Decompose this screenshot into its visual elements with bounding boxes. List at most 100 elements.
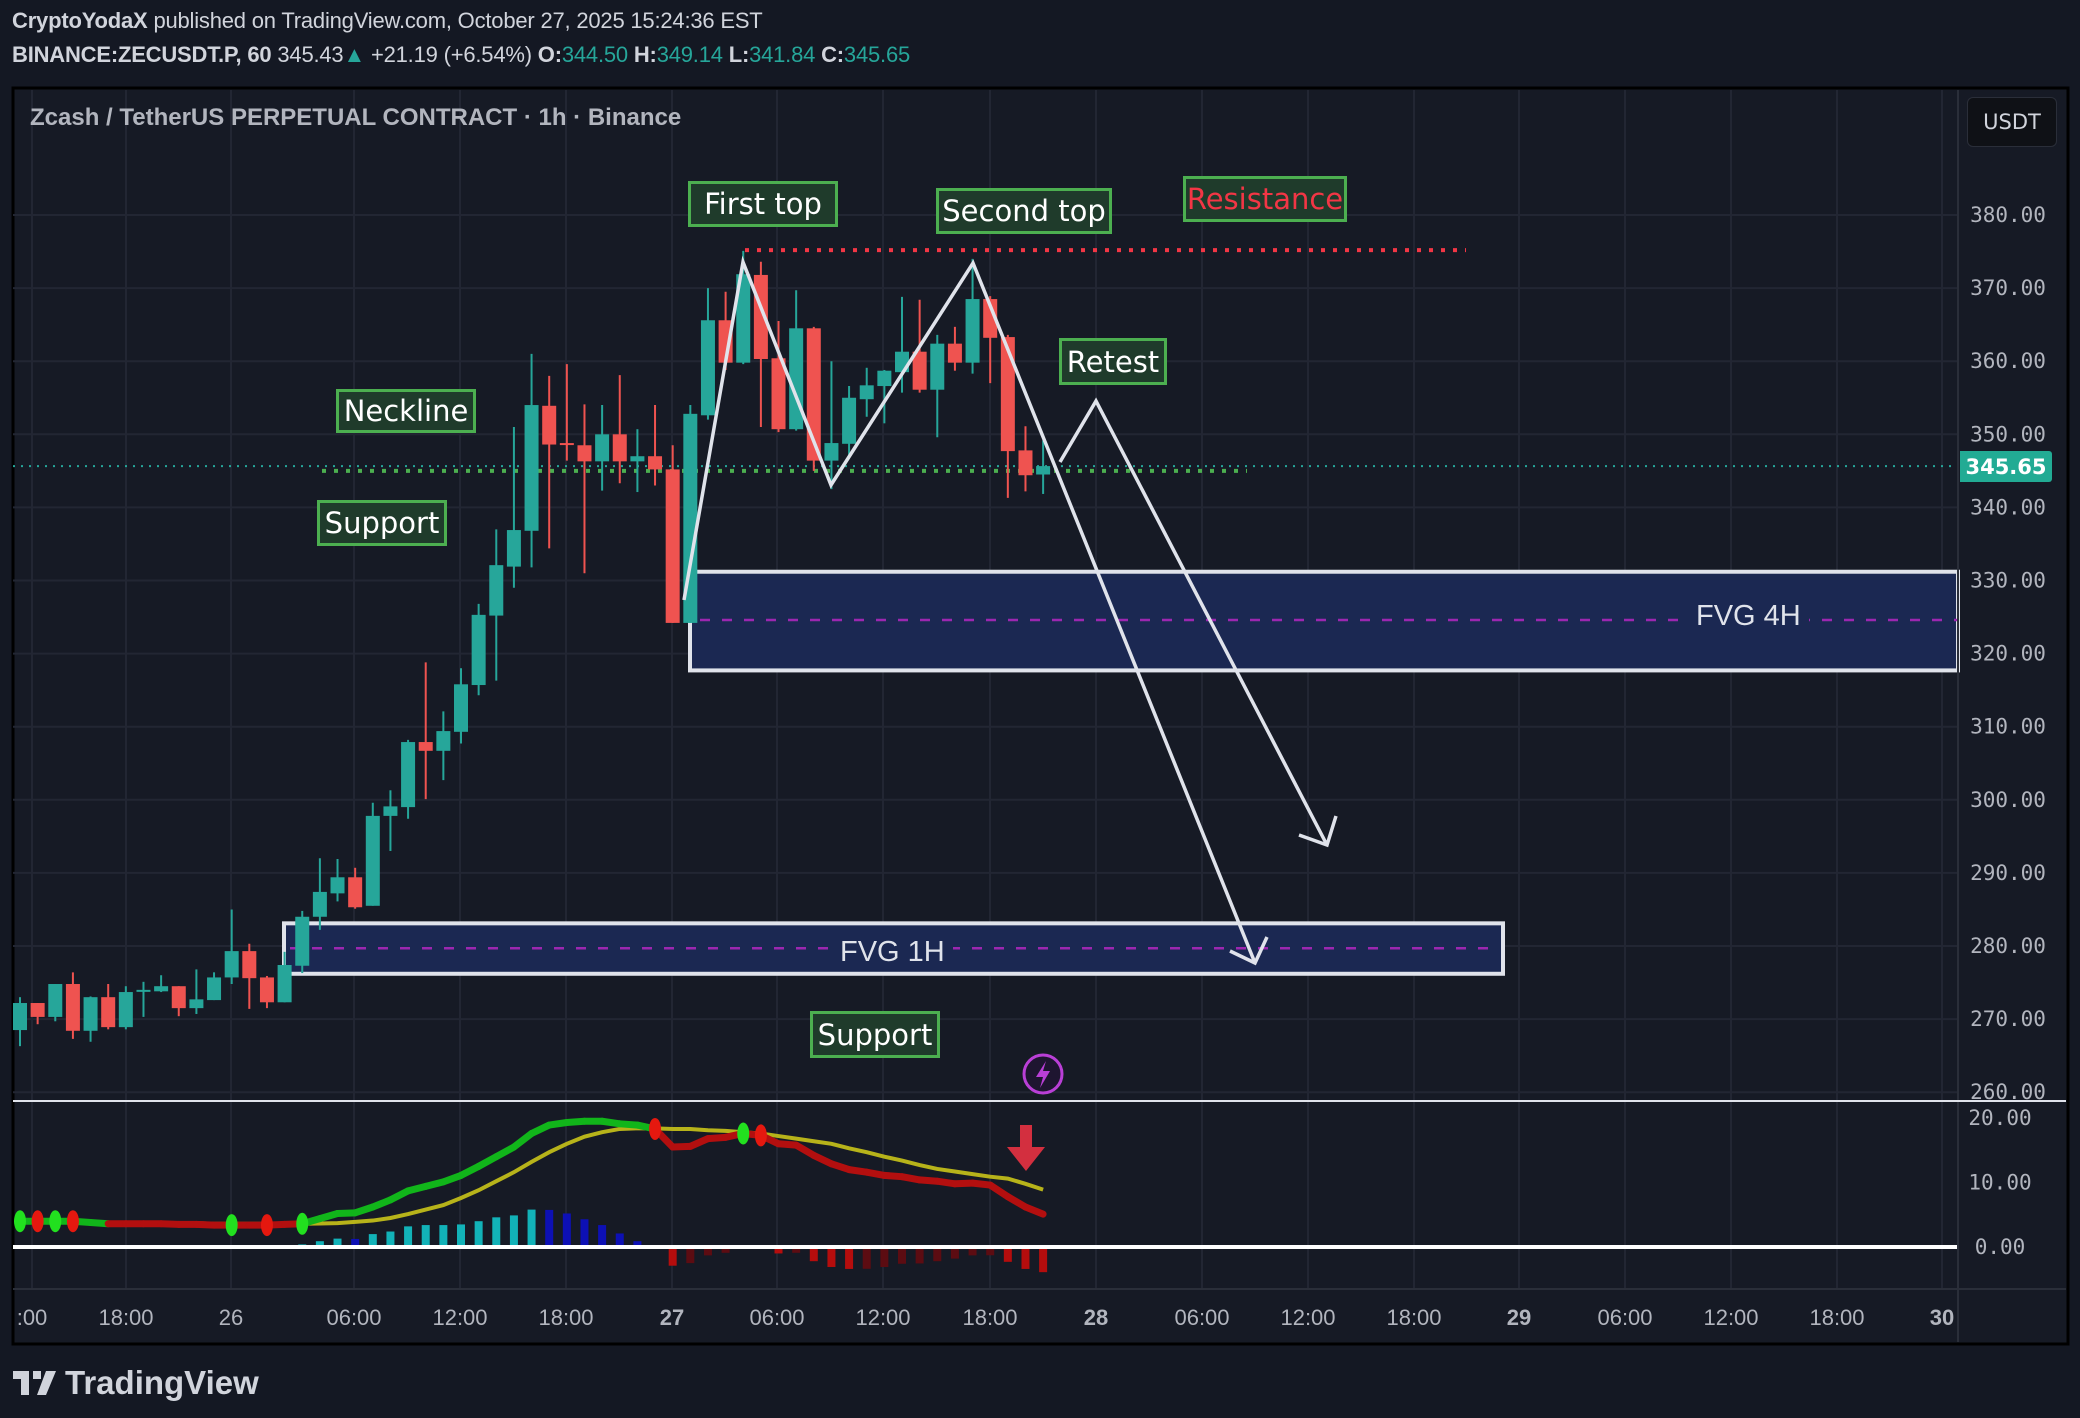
candle-body (489, 565, 504, 616)
time-tick-label: 30 (1930, 1305, 1954, 1330)
indicator-pane (13, 1117, 1958, 1273)
candle (806, 326, 821, 471)
candle-body (648, 456, 663, 470)
histogram-bar (721, 1247, 730, 1253)
candle (242, 943, 257, 1009)
tradingview-logo-icon (13, 1371, 56, 1395)
price-tick-label: 300.00 (1970, 788, 2046, 812)
currency-button[interactable]: USDT (1967, 97, 2057, 147)
author-name[interactable]: CryptoYodaX (12, 8, 148, 33)
time-tick-label: 06:00 (1597, 1305, 1652, 1330)
histogram-bar (615, 1233, 624, 1247)
high-value: 349.14 (656, 42, 723, 67)
label-support-upper[interactable]: Support (317, 500, 447, 546)
histogram-bar (845, 1247, 854, 1269)
label-neckline[interactable]: Neckline (336, 389, 476, 433)
time-tick-label: 18:00 (538, 1305, 593, 1330)
candle (365, 802, 380, 906)
lightning-icon[interactable] (1022, 1053, 1064, 1095)
candle-body (365, 815, 380, 906)
candle-body (224, 951, 239, 978)
sell-arrow-shaft (1020, 1125, 1032, 1147)
candle (295, 910, 310, 974)
label-support-lower[interactable]: Support (810, 1011, 940, 1058)
candle-body (242, 951, 257, 979)
histogram-bar (827, 1247, 836, 1267)
arrow-head-icon (1229, 936, 1269, 966)
label-fvg-1h[interactable]: FVG 1H (832, 936, 953, 969)
low-value: 341.84 (749, 42, 816, 67)
histogram-bar (774, 1247, 783, 1254)
price-tick-label: 310.00 (1970, 715, 2046, 739)
candle (630, 429, 645, 493)
close-value: 345.65 (843, 42, 911, 67)
candle-body (912, 351, 927, 390)
label-retest[interactable]: Retest (1059, 338, 1167, 385)
candle (259, 975, 274, 1009)
price-tick-label: 360.00 (1970, 349, 2046, 373)
candle-body (259, 977, 274, 1003)
candle (330, 859, 345, 902)
tradingview-logo[interactable]: TradingView (13, 1364, 259, 1402)
histogram-bar (633, 1241, 642, 1247)
histogram-bar (862, 1247, 871, 1269)
histogram-bar (527, 1209, 536, 1247)
candle (471, 603, 486, 696)
candle (30, 1003, 45, 1025)
candle (542, 375, 557, 549)
histogram-bar (492, 1217, 501, 1247)
candle-body (401, 742, 416, 808)
candle-body (83, 997, 98, 1031)
histogram-bar (474, 1221, 483, 1247)
candle-body (277, 965, 292, 1003)
price-tick-label: 320.00 (1970, 642, 2046, 666)
open-value: 344.50 (561, 42, 628, 67)
retest-path (1058, 397, 1329, 846)
publish-text: published on TradingView.com, October 27… (153, 8, 763, 33)
candles (13, 250, 1051, 1047)
price-tick-label: 380.00 (1970, 203, 2046, 227)
histogram-bar (580, 1219, 589, 1247)
candle-body (524, 405, 539, 531)
chart-title: Zcash / TetherUS PERPETUAL CONTRACT · 1h… (30, 104, 682, 131)
histogram-bar (792, 1247, 801, 1253)
candle-body (947, 343, 962, 363)
candle (118, 986, 133, 1030)
close-label: C: (821, 42, 844, 67)
candle-body (683, 413, 698, 623)
price-tick-label: 370.00 (1970, 276, 2046, 300)
label-resistance[interactable]: Resistance (1183, 176, 1347, 222)
candle-body (789, 328, 804, 430)
candle-body (1036, 466, 1051, 475)
time-tick-label: 26 (219, 1305, 243, 1330)
cross-marker (14, 1210, 26, 1233)
candle-body (542, 405, 557, 445)
candle (101, 984, 116, 1030)
candle (1018, 426, 1033, 492)
histogram-bar (703, 1247, 712, 1256)
candle (524, 353, 539, 568)
candle-body (965, 299, 980, 363)
candle (436, 711, 451, 781)
label-fvg-4h[interactable]: FVG 4H (1688, 600, 1809, 633)
price-tick-label: 330.00 (1970, 569, 2046, 593)
histogram-bar (368, 1234, 377, 1247)
candle (648, 405, 663, 486)
candle (595, 405, 610, 491)
candle-body (136, 989, 151, 992)
time-tick-label: 06:00 (326, 1305, 381, 1330)
candle (189, 969, 204, 1014)
candle (665, 445, 680, 623)
indicator-tick-label: 10.00 (1968, 1171, 2031, 1195)
histogram-bar (386, 1231, 395, 1247)
histogram-bar (439, 1225, 448, 1247)
indicator-tick-label: 0.00 (1975, 1235, 2026, 1259)
label-second-top[interactable]: Second top (936, 188, 1112, 234)
histogram-bar (598, 1225, 607, 1247)
candle-body (171, 986, 186, 1009)
label-first-top[interactable]: First top (688, 181, 838, 227)
candle-body (577, 445, 592, 462)
histogram-bar (686, 1247, 695, 1264)
candle-body (630, 456, 645, 462)
